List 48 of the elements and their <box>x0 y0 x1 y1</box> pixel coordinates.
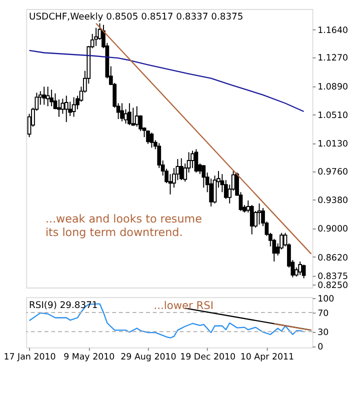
candlestick <box>257 202 262 226</box>
x-tick-label: 9 May 2010 <box>64 352 115 363</box>
candlestick <box>46 86 50 107</box>
y-tick-label: 1.1640 <box>318 26 348 36</box>
candlestick <box>150 132 154 148</box>
y-tick-label: 0.8620 <box>318 253 348 264</box>
chart-title: USDCHF,Weekly 0.8505 0.8517 0.8337 0.8375 <box>29 12 244 23</box>
annotation: ...lower RSI <box>154 298 214 312</box>
candlestick <box>194 148 198 174</box>
candlestick <box>128 102 132 126</box>
y-tick-label: 1.0510 <box>318 110 348 121</box>
annotation: its long term downtrend. <box>45 226 183 240</box>
candlestick <box>42 86 46 106</box>
candlestick <box>50 89 54 107</box>
y-tick-label: 70 <box>318 308 329 319</box>
line-series <box>28 50 304 112</box>
y-tick-label: 0.9380 <box>318 196 348 206</box>
annotation: ...weak and looks to resume <box>45 212 202 226</box>
candlestick <box>202 164 206 188</box>
candlestick <box>131 107 136 126</box>
candlestick <box>212 175 217 204</box>
x-tick-label: 17 Jan 2010 <box>4 352 56 363</box>
x-tick-label: 10 Apr 2011 <box>240 352 294 363</box>
candlestick <box>134 106 139 128</box>
y-tick-label: 0.8250 <box>318 281 348 292</box>
candlestick <box>64 95 68 123</box>
candlestick <box>146 130 150 144</box>
y-tick-label: 100 <box>318 294 334 304</box>
y-tick-label: 0.9760 <box>318 167 348 178</box>
y-tick-label: 0.9000 <box>318 224 348 235</box>
candlestick <box>190 150 194 169</box>
y-tick-label: 1.1270 <box>318 54 348 64</box>
candlestick <box>72 96 76 118</box>
candlestick <box>298 261 302 276</box>
y-tick-label: 0 <box>318 342 324 352</box>
candlestick <box>60 98 65 114</box>
line-series <box>28 303 304 338</box>
x-tick-label: 19 Dec 2010 <box>180 352 236 363</box>
y-tick-label: 0.8375 <box>318 272 348 282</box>
candlestick <box>179 158 184 181</box>
x-tick-label: 29 Aug 2010 <box>120 352 176 363</box>
candlestick <box>94 27 98 46</box>
y-tick-label: 1.0890 <box>318 82 348 92</box>
candlestick <box>302 264 306 279</box>
y-tick-label: 1.0130 <box>318 140 348 150</box>
candlestick <box>120 102 124 122</box>
candlestick <box>250 204 254 235</box>
y-tick-label: 30 <box>318 328 329 338</box>
